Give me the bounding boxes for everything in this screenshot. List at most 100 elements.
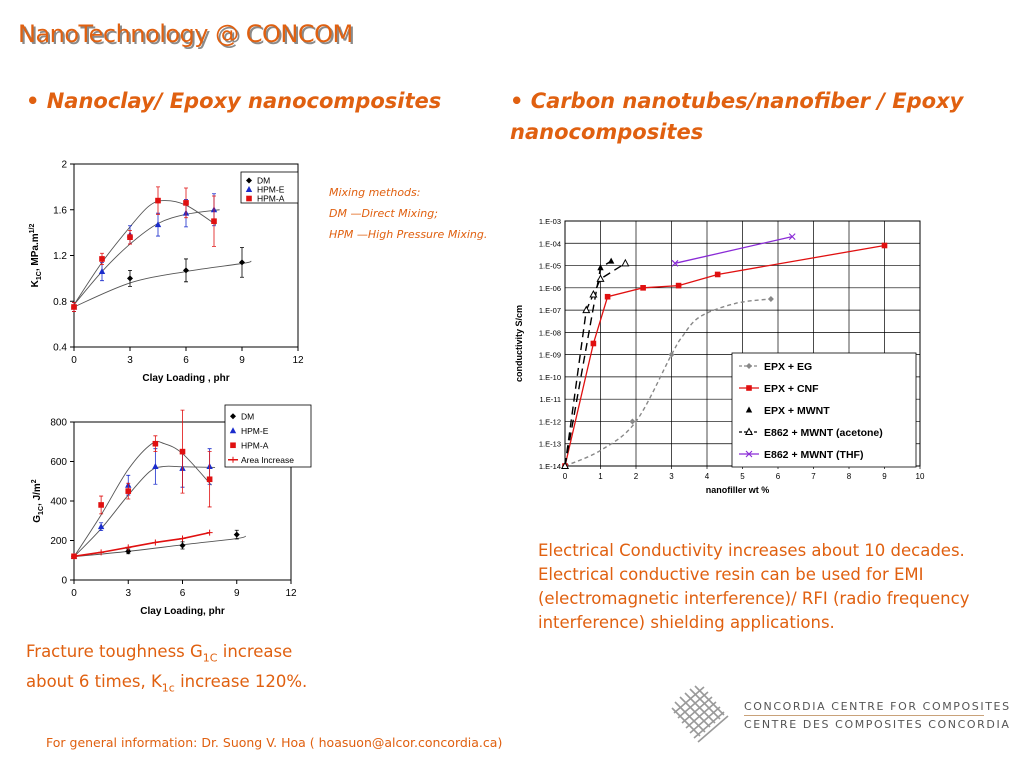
- x-tick-label: 9: [234, 588, 240, 599]
- data-point: [183, 200, 189, 206]
- x-tick-label: 0: [563, 472, 568, 481]
- y-tick-label: 0.4: [53, 343, 67, 354]
- data-point: [590, 340, 597, 347]
- data-point: [714, 271, 721, 278]
- y-tick-label: 1.E-08: [539, 328, 561, 337]
- trend-line: [73, 535, 246, 558]
- y-tick-label: 1.E-06: [539, 284, 561, 293]
- caption-sub-k: 1c: [161, 681, 175, 695]
- legend-label: HPM-A: [241, 440, 269, 450]
- legend-marker: [744, 427, 754, 435]
- x-tick-label: 8: [847, 472, 852, 481]
- y-tick-label: 1.E-13: [539, 440, 561, 449]
- data-point: [97, 523, 105, 530]
- data-point: [183, 267, 189, 274]
- y-tick-label: 1.E-09: [539, 351, 561, 360]
- data-point: [179, 542, 186, 549]
- logo-line-french: CENTRE DES COMPOSITES CONCORDIA: [744, 718, 1011, 731]
- legend-label: DM: [241, 411, 254, 421]
- series-line: [564, 298, 771, 467]
- data-point: [596, 274, 605, 282]
- y-tick-label: 1.E-03: [539, 217, 561, 226]
- legend-label: Area Increase: [241, 455, 294, 465]
- y-tick-label: 1.E-12: [539, 417, 561, 426]
- data-point: [607, 257, 615, 264]
- legend-label: E862 + MWNT (acetone): [764, 427, 883, 439]
- y-tick-label: 800: [50, 418, 67, 429]
- data-point: [127, 275, 133, 282]
- footer-contact: For general information: Dr. Suong V. Ho…: [46, 735, 503, 750]
- y-axis-label: K1C, MPa.m1/2: [29, 224, 43, 288]
- data-point: [211, 218, 217, 224]
- legend-box: [224, 404, 312, 468]
- legend-marker: [230, 456, 236, 463]
- y-tick-label: 200: [50, 536, 67, 547]
- notes-dm: DM —Direct Mixing;: [329, 207, 438, 220]
- y-tick-label: 2: [61, 160, 67, 171]
- conductivity-chart: 0 1 2 3 4 5 6 7 8 9 10 1.E-03 1.E-04 1.E-05 1.E-06 1.E-…: [514, 217, 925, 495]
- legend-label: EPX + CNF: [764, 383, 819, 395]
- x-tick-label: 6: [180, 588, 186, 599]
- data-point: [125, 548, 132, 555]
- legend-label: HPM-E: [241, 426, 269, 436]
- x-tick-label: 0: [71, 588, 77, 599]
- fracture-toughness-caption: Fracture toughness G1C increase about 6 …: [26, 640, 336, 701]
- series-hpm-a: [71, 186, 217, 312]
- data-point: [604, 293, 611, 300]
- x-tick-label: 9: [882, 472, 887, 481]
- legend-label: E862 + MWNT (THF): [764, 449, 863, 461]
- legend: DM HPM-E HPM-A Area Increase: [224, 404, 312, 468]
- x-axis-label: Clay Loading , phr: [142, 373, 229, 384]
- legend-marker: [230, 442, 236, 449]
- y-tick-label: 1.E-11: [539, 395, 561, 404]
- series-line: [73, 531, 210, 558]
- data-point: [152, 462, 159, 469]
- data-point: [98, 268, 106, 275]
- y-tick-label: 1.E-05: [539, 262, 561, 271]
- legend-marker: [246, 195, 252, 202]
- data-point: [154, 221, 162, 228]
- data-point: [155, 197, 161, 204]
- legend-label: HPM-E: [257, 185, 285, 195]
- y-axis-label: G1C, J/m2: [31, 479, 45, 523]
- y-axis-label: conductivity S/cm: [514, 305, 524, 382]
- x-tick-label: 5: [740, 472, 745, 481]
- data-point: [560, 461, 570, 469]
- data-point: [125, 544, 132, 551]
- data-point: [629, 418, 636, 425]
- x-tick-label: 12: [285, 588, 297, 599]
- legend-marker: [245, 186, 253, 192]
- legend-label: EPX + MWNT: [764, 405, 830, 417]
- series-hpm-e: [70, 448, 213, 559]
- data-point: [582, 305, 591, 314]
- data-point: [127, 234, 133, 240]
- data-point: [233, 531, 240, 538]
- left-section-heading: • Nanoclay/ Epoxy nanocomposites: [26, 89, 442, 113]
- legend-label: HPM-A: [257, 194, 285, 204]
- x-tick-label: 12: [292, 355, 304, 366]
- series-e862-mwnt-thf-: [671, 233, 796, 267]
- legend-marker: [745, 406, 753, 413]
- conductivity-caption: Electrical Conductivity increases about …: [538, 541, 970, 632]
- data-point: [98, 549, 105, 556]
- data-point: [589, 289, 598, 298]
- series-e862-mwnt-acetone-: [560, 258, 630, 469]
- caption-sub-g: 1C: [202, 651, 218, 665]
- series-line: [674, 235, 793, 264]
- trend-line: [73, 209, 220, 305]
- data-point: [621, 258, 630, 267]
- data-point: [640, 285, 646, 291]
- data-point: [767, 295, 774, 302]
- y-tick-label: 1.E-07: [539, 306, 561, 315]
- notes-title: Mixing methods:: [329, 186, 421, 199]
- legend-box: [731, 352, 917, 468]
- mixing-methods-notes: Mixing methods: DM —Direct Mixing; HPM —…: [329, 186, 489, 249]
- series-hpm-e: [70, 193, 218, 312]
- y-tick-label: 1.2: [53, 251, 67, 262]
- legend-marker: [746, 363, 752, 369]
- y-tick-label: 400: [50, 497, 67, 508]
- x-axis-label: nanofiller wt %: [706, 485, 770, 495]
- legend-marker: [746, 385, 752, 391]
- trend-line: [73, 200, 217, 305]
